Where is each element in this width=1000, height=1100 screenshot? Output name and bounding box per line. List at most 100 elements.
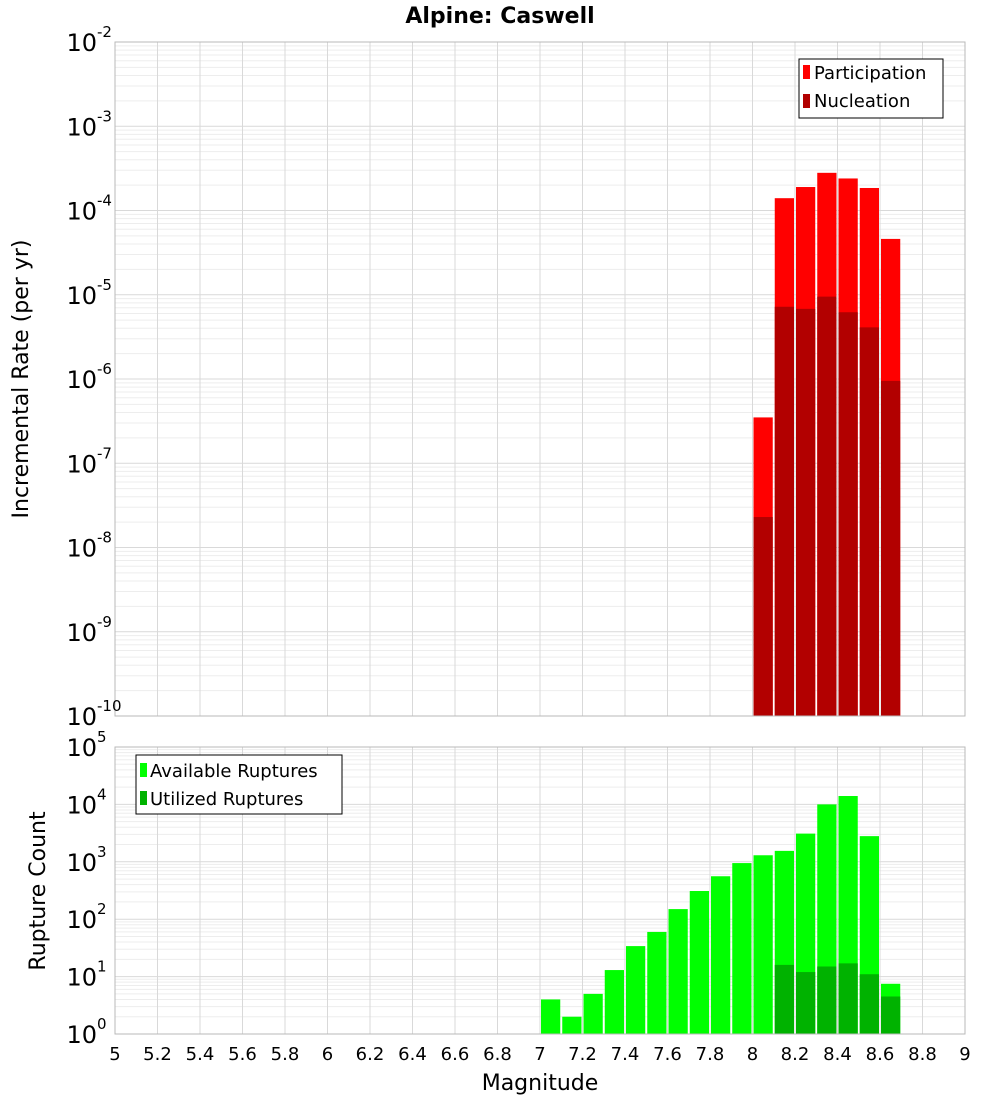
bar-nucleation xyxy=(753,517,773,716)
bottom-y-tick: 10 2 xyxy=(66,900,106,934)
x-tick-label: 7.8 xyxy=(696,1044,725,1065)
bar-nucleation xyxy=(796,308,816,716)
bar-available-ruptures xyxy=(647,931,667,1034)
top-y-tick: 10 -10 xyxy=(66,697,121,731)
bar-available-ruptures xyxy=(732,863,752,1034)
top-y-tick: 10 -4 xyxy=(66,192,112,226)
legend-label-utilized: Utilized Ruptures xyxy=(150,789,303,810)
top-plot-frame xyxy=(114,41,966,717)
top-y-tick: 10 -7 xyxy=(66,444,112,478)
bar-available-ruptures xyxy=(604,970,624,1034)
bottom-y-tick-base: 10 xyxy=(66,964,97,992)
x-tick-label: 6.6 xyxy=(441,1044,470,1065)
legend-label-available: Available Ruptures xyxy=(150,761,318,782)
x-axis-ticks: 5 5.2 5.4 5.6 5.8 6 6.2 6.4 6.6 6.8 7 7.2 7.4 7.6 7.8 8… xyxy=(109,1044,970,1065)
top-y-tick: 10 -3 xyxy=(66,107,112,141)
top-plot-grid xyxy=(114,41,966,717)
top-y-tick-exponent: -9 xyxy=(97,613,112,631)
bottom-y-tick-base: 10 xyxy=(66,849,97,877)
bottom-y-tick-exponent: 2 xyxy=(97,900,107,918)
top-y-tick-exponent: -3 xyxy=(97,107,112,125)
top-y-tick-exponent: -8 xyxy=(97,529,112,547)
x-tick-label: 7.4 xyxy=(611,1044,640,1065)
bottom-y-tick: 10 0 xyxy=(66,1015,106,1049)
top-y-tick-exponent: -6 xyxy=(97,360,112,378)
top-y-tick-exponent: -5 xyxy=(97,276,112,294)
top-y-tick-base: 10 xyxy=(66,113,97,141)
x-tick-label: 7 xyxy=(534,1044,545,1065)
x-tick-label: 6.8 xyxy=(483,1044,512,1065)
bottom-y-tick-base: 10 xyxy=(66,734,97,762)
legend-label-participation: Participation xyxy=(814,63,926,84)
bar-nucleation xyxy=(859,327,879,716)
top-y-tick: 10 -9 xyxy=(66,613,112,647)
bottom-y-tick-exponent: 3 xyxy=(97,843,107,861)
x-tick-label: 6.2 xyxy=(356,1044,385,1065)
top-y-tick-base: 10 xyxy=(66,366,97,394)
bar-utilized-ruptures xyxy=(859,974,879,1034)
bottom-y-tick: 10 1 xyxy=(66,958,106,992)
legend-top-box xyxy=(798,58,944,119)
bar-available-ruptures xyxy=(689,890,709,1034)
bottom-y-tick: 10 4 xyxy=(66,785,106,819)
x-tick-label: 9 xyxy=(959,1044,970,1065)
top-y-tick: 10 -5 xyxy=(66,276,112,310)
x-tick-label: 7.2 xyxy=(568,1044,597,1065)
top-y-tick-base: 10 xyxy=(66,619,97,647)
x-tick-label: 7.6 xyxy=(653,1044,682,1065)
bar-available-ruptures xyxy=(753,855,773,1034)
bar-available-ruptures xyxy=(626,946,646,1034)
legend-swatch-participation xyxy=(803,65,810,79)
bar-available-ruptures xyxy=(711,876,731,1034)
bar-nucleation xyxy=(774,306,794,716)
x-tick-label: 5.2 xyxy=(143,1044,172,1065)
top-y-tick-base: 10 xyxy=(66,535,97,563)
bottom-y-tick-base: 10 xyxy=(66,906,97,934)
top-y-tick-base: 10 xyxy=(66,703,97,731)
x-tick-label: 5.6 xyxy=(228,1044,257,1065)
bottom-y-axis-label: Rupture Count xyxy=(26,811,51,971)
x-tick-label: 8.6 xyxy=(866,1044,895,1065)
bar-utilized-ruptures xyxy=(796,972,816,1034)
bar-available-ruptures xyxy=(541,999,561,1034)
x-tick-label: 5.8 xyxy=(271,1044,300,1065)
bar-nucleation xyxy=(881,380,901,716)
bar-available-ruptures xyxy=(583,993,603,1034)
bar-available-ruptures xyxy=(668,909,688,1034)
bar-utilized-ruptures xyxy=(881,996,901,1034)
bottom-plot-bars xyxy=(541,796,901,1034)
top-y-tick-base: 10 xyxy=(66,450,97,478)
top-y-tick-exponent: -4 xyxy=(97,192,112,210)
legend-bottom-box xyxy=(135,754,343,815)
x-tick-label: 8 xyxy=(747,1044,758,1065)
top-y-axis-ticks: 10-210-310-410-510-610-710-810-910-10 xyxy=(66,23,121,731)
x-tick-label: 5.4 xyxy=(186,1044,215,1065)
top-y-tick-base: 10 xyxy=(66,198,97,226)
legend-swatch-utilized xyxy=(140,791,147,805)
bottom-y-tick-exponent: 4 xyxy=(97,785,107,803)
top-plot-bars xyxy=(753,172,901,717)
x-tick-label: 8.2 xyxy=(781,1044,810,1065)
legend-swatch-available xyxy=(140,763,147,777)
top-y-tick: 10 -8 xyxy=(66,529,112,563)
chart-title: Alpine: Caswell xyxy=(405,4,594,29)
x-axis-label: Magnitude xyxy=(482,1071,599,1096)
bottom-y-tick-base: 10 xyxy=(66,1021,97,1049)
x-tick-label: 6 xyxy=(322,1044,333,1065)
bar-utilized-ruptures xyxy=(817,966,837,1034)
bottom-y-tick-exponent: 1 xyxy=(97,958,107,976)
x-tick-label: 8.4 xyxy=(823,1044,852,1065)
bar-available-ruptures xyxy=(562,1016,582,1034)
top-y-tick-exponent: -7 xyxy=(97,444,112,462)
bottom-y-tick-base: 10 xyxy=(66,791,97,819)
x-tick-label: 6.4 xyxy=(398,1044,427,1065)
bottom-y-tick: 10 3 xyxy=(66,843,106,877)
bottom-y-tick-exponent: 5 xyxy=(97,728,107,746)
bar-utilized-ruptures xyxy=(838,963,858,1034)
legend-top: Participation Nucleation xyxy=(798,58,944,119)
legend-label-nucleation: Nucleation xyxy=(814,91,910,112)
top-y-tick-exponent: -2 xyxy=(97,23,112,41)
top-y-axis-label: Incremental Rate (per yr) xyxy=(9,240,34,519)
bar-utilized-ruptures xyxy=(774,964,794,1034)
